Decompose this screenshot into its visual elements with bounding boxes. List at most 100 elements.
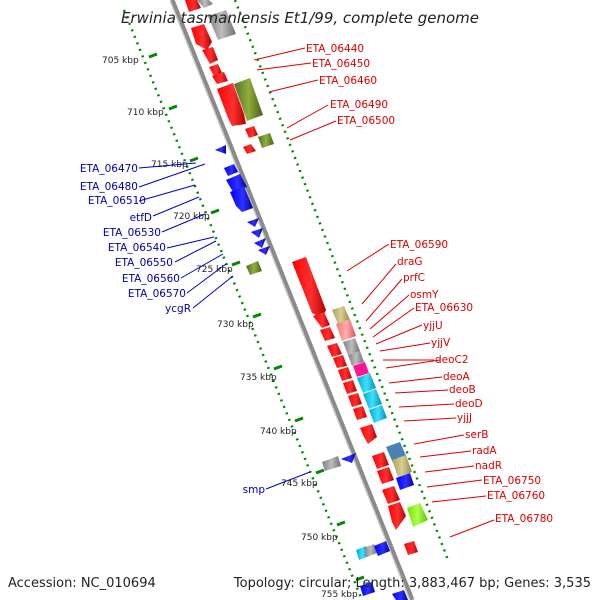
tick-label: 720 kbp	[173, 212, 210, 222]
gene-label[interactable]: ETA_06530	[103, 227, 161, 239]
gene-feature[interactable]	[234, 78, 263, 121]
gene-label[interactable]: ETA_06780	[495, 513, 553, 525]
gene-label[interactable]: ETA_06440	[306, 43, 364, 55]
gene-label[interactable]: radA	[472, 445, 497, 457]
gene-label[interactable]: ETA_06480	[80, 181, 138, 193]
gene-feature[interactable]	[209, 64, 222, 76]
tick-label: 705 kbp	[102, 56, 139, 66]
genome-backbone-highlight	[169, 0, 411, 600]
gene-feature[interactable]	[191, 24, 212, 50]
gene-label[interactable]: draG	[397, 256, 423, 268]
gene-label[interactable]: ETA_06750	[483, 475, 541, 487]
gene-label[interactable]: smp	[243, 484, 266, 496]
forward-genes	[185, 0, 428, 555]
gene-label[interactable]: ETA_06500	[337, 115, 395, 127]
gene-feature[interactable]	[363, 389, 382, 409]
gene-feature[interactable]	[382, 486, 400, 504]
gene-label[interactable]: ETA_06630	[415, 302, 473, 314]
gene-feature[interactable]	[374, 541, 390, 556]
gene-feature[interactable]	[348, 351, 364, 366]
gene-label[interactable]: prfC	[403, 272, 425, 284]
gene-feature[interactable]	[292, 257, 326, 318]
gene-feature[interactable]	[377, 467, 394, 484]
gene-feature[interactable]	[202, 47, 218, 64]
gene-feature[interactable]	[254, 238, 266, 248]
gene-label[interactable]: deoC2	[435, 354, 469, 366]
map-title: Erwinia tasmaniensis Et1/99, complete ge…	[121, 9, 479, 27]
gene-label[interactable]: yjjV	[431, 337, 451, 349]
gene-label[interactable]: osmY	[410, 289, 439, 301]
gene-label[interactable]: yjjJ	[457, 412, 472, 424]
gene-feature[interactable]	[360, 582, 375, 596]
gene-feature[interactable]	[396, 473, 414, 490]
reverse-genes	[215, 145, 408, 600]
tick-label: 710 kbp	[127, 108, 164, 118]
gene-feature[interactable]	[392, 590, 408, 600]
right-labels: ETA_06440 ETA_06450 ETA_06460 ETA_06490 …	[306, 43, 553, 525]
gene-label[interactable]: ETA_06760	[487, 490, 545, 502]
gene-feature[interactable]	[333, 355, 347, 368]
gene-feature[interactable]	[320, 327, 335, 341]
gene-feature[interactable]	[246, 261, 262, 275]
gene-feature[interactable]	[224, 164, 238, 176]
gene-feature[interactable]	[364, 544, 377, 557]
gene-label[interactable]: ETA_06570	[128, 288, 186, 300]
gene-label[interactable]: ETA_06450	[312, 58, 370, 70]
gene-label[interactable]: etfD	[130, 212, 152, 224]
gene-label[interactable]: nadR	[475, 460, 502, 472]
gene-feature[interactable]	[404, 541, 418, 555]
gene-feature[interactable]	[360, 424, 377, 444]
gene-feature[interactable]	[348, 393, 362, 407]
gene-label[interactable]: yjjU	[423, 320, 443, 332]
gene-feature[interactable]	[357, 373, 376, 393]
gene-feature[interactable]	[185, 0, 201, 12]
gene-label[interactable]: ETA_06550	[115, 257, 173, 269]
gene-feature[interactable]	[208, 10, 236, 40]
gene-label[interactable]: ycgR	[165, 303, 191, 315]
gene-feature[interactable]	[372, 452, 389, 469]
gene-feature[interactable]	[369, 405, 387, 423]
gene-feature[interactable]	[322, 456, 341, 471]
gene-feature[interactable]	[197, 0, 213, 8]
gene-feature[interactable]	[353, 406, 367, 420]
gene-feature[interactable]	[353, 362, 369, 377]
gene-feature[interactable]	[245, 126, 258, 138]
gene-label[interactable]: ETA_06590	[390, 239, 448, 251]
gene-label[interactable]: deoA	[443, 371, 471, 383]
gene-feature[interactable]	[332, 306, 350, 324]
gene-feature[interactable]	[258, 246, 270, 255]
gene-feature[interactable]	[215, 145, 226, 154]
gene-feature[interactable]	[343, 338, 360, 355]
gene-feature[interactable]	[407, 503, 428, 527]
gene-feature[interactable]	[247, 218, 259, 227]
gene-label[interactable]: ETA_06540	[108, 242, 166, 254]
gene-feature[interactable]	[327, 343, 342, 357]
gene-feature[interactable]	[338, 367, 352, 381]
gene-feature[interactable]	[341, 453, 356, 463]
right-leaders	[253, 47, 495, 538]
gene-feature[interactable]	[243, 144, 256, 154]
gene-label[interactable]: ETA_06510	[88, 195, 146, 207]
gene-label[interactable]: deoD	[455, 398, 483, 410]
gene-label[interactable]: ETA_06560	[122, 273, 180, 285]
gene-label[interactable]: deoB	[449, 384, 476, 396]
gene-feature[interactable]	[251, 228, 263, 238]
tick-label: 735 kbp	[240, 373, 277, 383]
topology-text: Topology: circular; Length: 3,883,467 bp…	[233, 576, 591, 591]
gene-feature[interactable]	[336, 319, 356, 341]
gene-feature[interactable]	[313, 312, 330, 328]
gene-label[interactable]: ETA_06490	[330, 99, 388, 111]
gene-feature[interactable]	[230, 186, 253, 212]
gene-label[interactable]: ETA_06470	[80, 163, 138, 175]
kbp-ticks: 705 kbp 710 kbp 715 kbp 720 kbp 725 kbp …	[102, 52, 365, 600]
left-labels: ETA_06470 ETA_06480 ETA_06510 etfD ETA_0…	[80, 163, 265, 496]
gene-feature[interactable]	[212, 72, 228, 84]
gene-label[interactable]: ETA_06460	[319, 75, 377, 87]
gene-label[interactable]: serB	[465, 429, 488, 441]
gene-feature[interactable]	[343, 380, 357, 394]
gene-feature[interactable]	[217, 83, 246, 126]
gene-feature[interactable]	[388, 502, 406, 530]
gene-feature[interactable]	[258, 133, 274, 148]
gene-feature[interactable]	[392, 455, 412, 477]
